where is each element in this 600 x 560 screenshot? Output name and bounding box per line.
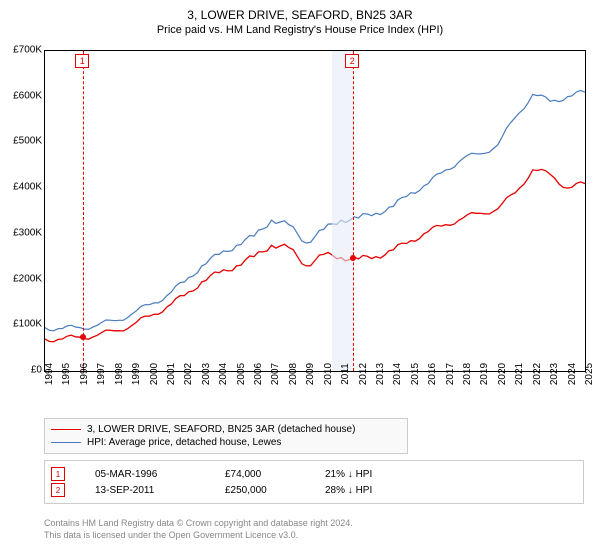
x-tick: 2000 <box>149 363 160 385</box>
y-tick: £600K <box>2 90 42 101</box>
x-tick: 2017 <box>445 363 456 385</box>
x-tick: 2013 <box>375 363 386 385</box>
x-tick: 1995 <box>61 363 72 385</box>
legend-item: 3, LOWER DRIVE, SEAFORD, BN25 3AR (detac… <box>51 424 401 435</box>
chart-plot-area <box>44 50 586 372</box>
x-tick: 2019 <box>479 363 490 385</box>
footer-line-2: This data is licensed under the Open Gov… <box>44 530 584 542</box>
x-tick: 2016 <box>427 363 438 385</box>
y-tick: £300K <box>2 227 42 238</box>
x-tick: 1998 <box>114 363 125 385</box>
x-tick: 1997 <box>96 363 107 385</box>
legend-item: HPI: Average price, detached house, Lewe… <box>51 437 401 448</box>
chart-footer: Contains HM Land Registry data © Crown c… <box>44 518 584 541</box>
x-tick: 2018 <box>462 363 473 385</box>
y-tick: £500K <box>2 136 42 147</box>
x-tick: 2003 <box>201 363 212 385</box>
table-row: 105-MAR-1996£74,00021% ↓ HPI <box>51 467 577 481</box>
y-tick: £0 <box>2 365 42 376</box>
x-tick: 2020 <box>497 363 508 385</box>
x-tick: 1994 <box>44 363 55 385</box>
y-tick: £700K <box>2 45 42 56</box>
x-tick: 2024 <box>567 363 578 385</box>
y-tick: £200K <box>2 273 42 284</box>
x-tick: 2005 <box>236 363 247 385</box>
x-tick: 1996 <box>79 363 90 385</box>
table-row: 213-SEP-2011£250,00028% ↓ HPI <box>51 483 577 497</box>
x-tick: 2007 <box>270 363 281 385</box>
x-tick: 2012 <box>358 363 369 385</box>
x-tick: 1999 <box>131 363 142 385</box>
x-tick: 2009 <box>305 363 316 385</box>
x-tick: 2004 <box>218 363 229 385</box>
x-tick: 2010 <box>323 363 334 385</box>
footer-line-1: Contains HM Land Registry data © Crown c… <box>44 518 584 530</box>
x-tick: 2022 <box>532 363 543 385</box>
x-tick: 2011 <box>340 363 351 385</box>
x-tick: 2008 <box>288 363 299 385</box>
marker-label-2: 2 <box>345 54 359 68</box>
chart-subtitle: Price paid vs. HM Land Registry's House … <box>0 22 600 36</box>
y-tick: £100K <box>2 319 42 330</box>
marker-label-1: 1 <box>75 54 89 68</box>
x-tick: 2002 <box>183 363 194 385</box>
x-tick: 2025 <box>584 363 595 385</box>
x-tick: 2001 <box>166 363 177 385</box>
y-tick: £400K <box>2 182 42 193</box>
x-tick: 2023 <box>549 363 560 385</box>
x-tick: 2015 <box>410 363 421 385</box>
chart-legend: 3, LOWER DRIVE, SEAFORD, BN25 3AR (detac… <box>44 418 408 454</box>
markers-table: 105-MAR-1996£74,00021% ↓ HPI 213-SEP-2011… <box>44 460 584 504</box>
x-tick: 2006 <box>253 363 264 385</box>
x-tick: 2021 <box>514 363 525 385</box>
x-tick: 2014 <box>392 363 403 385</box>
chart-title: 3, LOWER DRIVE, SEAFORD, BN25 3AR <box>0 0 600 22</box>
